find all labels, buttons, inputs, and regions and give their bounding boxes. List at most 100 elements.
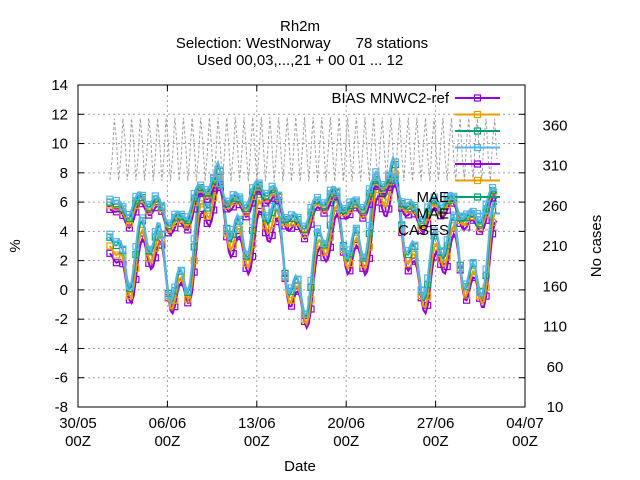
data-point xyxy=(365,185,373,193)
data-point xyxy=(125,282,134,290)
y2-tick-label: 210 xyxy=(542,238,567,255)
legend-label: BIAS MNWC2-ref xyxy=(331,90,449,107)
data-point xyxy=(145,259,153,267)
legend-marker xyxy=(473,176,482,185)
data-point xyxy=(145,245,153,253)
x-tick-label-time: 00Z xyxy=(423,433,449,450)
data-point xyxy=(268,231,276,240)
data-point xyxy=(145,211,153,219)
legend-marker xyxy=(473,193,482,201)
data-point xyxy=(268,182,276,190)
data-point xyxy=(275,191,283,199)
data-point xyxy=(417,216,425,224)
data-point xyxy=(411,241,419,249)
data-point xyxy=(333,187,341,195)
y-tick-label: 6 xyxy=(60,194,68,211)
data-point xyxy=(242,250,250,258)
data-point xyxy=(320,209,328,217)
data-point xyxy=(138,191,146,199)
data-point xyxy=(430,227,438,235)
legend-label: MAE xyxy=(416,206,449,223)
data-point xyxy=(476,217,484,225)
data-point xyxy=(437,247,445,255)
legend-marker xyxy=(473,127,482,135)
data-point xyxy=(391,175,399,183)
y2-tick-label: 360 xyxy=(542,117,567,134)
data-point xyxy=(203,212,211,220)
data-point xyxy=(119,245,127,253)
data-point xyxy=(391,158,399,166)
data-point xyxy=(482,200,490,208)
chart-subtitle-selection: Selection: WestNorway 78 stations xyxy=(176,35,428,52)
data-point xyxy=(346,267,354,275)
data-point xyxy=(417,287,425,295)
data-point xyxy=(164,291,172,299)
data-point xyxy=(249,218,257,226)
data-point xyxy=(184,213,192,221)
data-point xyxy=(151,192,159,200)
data-point xyxy=(352,224,360,232)
data-point xyxy=(359,253,367,261)
data-point xyxy=(300,315,309,324)
data-point xyxy=(424,301,432,309)
data-point xyxy=(476,288,484,296)
x-tick-label-time: 00Z xyxy=(512,433,538,450)
series-line xyxy=(109,117,498,182)
data-point xyxy=(456,264,464,272)
data-point xyxy=(404,260,412,268)
series-line xyxy=(109,175,498,236)
data-point xyxy=(184,221,192,229)
data-point xyxy=(249,184,257,192)
series-unnamed-3 xyxy=(106,154,498,318)
data-point xyxy=(184,295,192,303)
data-point xyxy=(385,205,393,213)
series-group xyxy=(106,117,498,331)
legend-label: CASES xyxy=(398,222,449,239)
data-point xyxy=(443,236,451,244)
y-axis-label: % xyxy=(7,239,24,252)
x-tick-label: 27/06 xyxy=(417,415,455,432)
data-point xyxy=(307,276,315,284)
legend-marker xyxy=(473,110,482,119)
x-tick-label-time: 00Z xyxy=(244,433,270,450)
data-point xyxy=(268,221,276,229)
data-point xyxy=(307,203,315,212)
data-point xyxy=(294,275,302,283)
legend-marker xyxy=(473,94,482,102)
legend-item xyxy=(455,127,500,135)
data-point xyxy=(125,219,134,227)
data-point xyxy=(158,202,166,210)
x-tick-label: 20/06 xyxy=(327,415,365,432)
data-point xyxy=(300,222,309,230)
data-point xyxy=(255,179,263,187)
data-point xyxy=(326,215,334,223)
chart-title: Rh2m xyxy=(280,18,320,35)
legend-label: MAE xyxy=(416,189,449,206)
data-point xyxy=(404,267,412,275)
data-point xyxy=(262,212,270,220)
data-point xyxy=(411,202,419,210)
data-point xyxy=(145,254,153,262)
data-point xyxy=(145,200,153,208)
data-point xyxy=(242,213,250,221)
data-point xyxy=(287,296,296,304)
data-point xyxy=(203,219,211,227)
data-point xyxy=(469,258,477,267)
data-point xyxy=(281,272,289,280)
y2-tick-label: 110 xyxy=(543,319,567,336)
data-point xyxy=(404,247,412,255)
y-tick-label: 12 xyxy=(51,106,68,123)
data-point xyxy=(437,202,445,210)
data-point xyxy=(365,221,373,230)
y-tick-label: 0 xyxy=(60,282,68,299)
data-point xyxy=(262,199,270,207)
y-tick-label: -6 xyxy=(55,370,68,387)
legend-marker xyxy=(473,160,482,168)
data-point xyxy=(229,225,237,233)
data-point xyxy=(190,235,198,243)
series-mae xyxy=(106,171,498,230)
data-point xyxy=(346,259,354,268)
data-point xyxy=(300,230,309,238)
data-point xyxy=(177,266,185,274)
